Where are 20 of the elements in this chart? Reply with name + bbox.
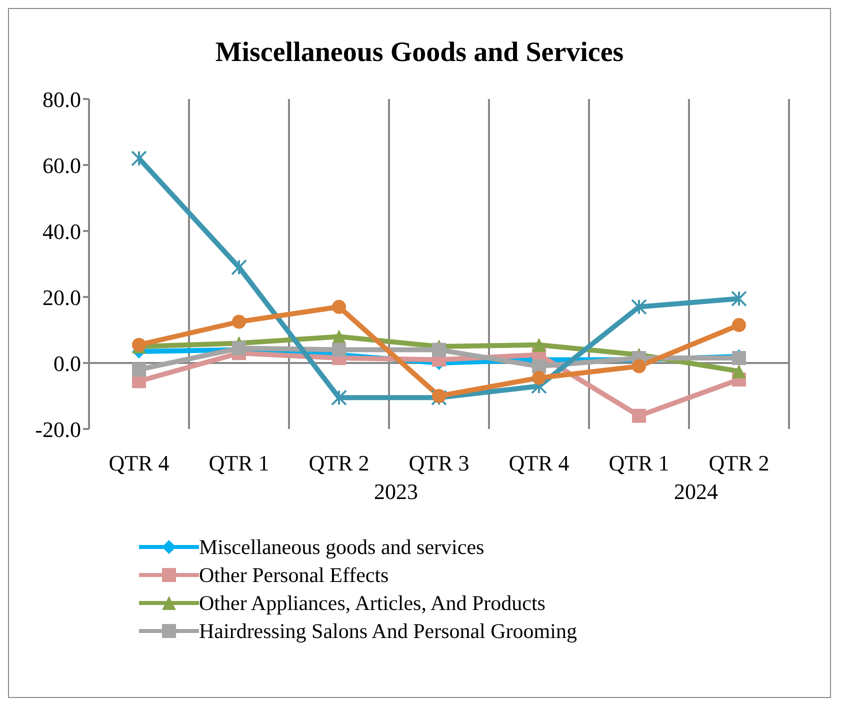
x-tick-label: QTR 2 — [708, 450, 770, 476]
chart-title: Miscellaneous Goods and Services — [214, 37, 625, 69]
y-tick-label: 0.0 — [54, 350, 81, 376]
legend-label: Miscellaneous goods and services — [199, 534, 484, 560]
x-tick-label: QTR 3 — [408, 450, 470, 476]
text: 2024 — [673, 479, 719, 505]
x-tick-label: QTR 1 — [608, 450, 670, 476]
y-tick-label: 60.0 — [42, 152, 81, 178]
x-tick-label: QTR 1 — [208, 450, 270, 476]
x-tick-label: QTR 4 — [108, 450, 170, 476]
y-tick-label: 40.0 — [42, 218, 81, 244]
legend-label: Other Appliances, Articles, And Products — [199, 590, 546, 616]
y-tick-label: 20.0 — [42, 284, 81, 310]
y-tick-label: 80.0 — [42, 86, 81, 112]
legend-label: Hairdressing Salons And Personal Grooming — [199, 618, 577, 644]
text: 2023 — [373, 479, 419, 505]
y-tick-label: -20.0 — [35, 416, 81, 442]
legend-label: Other Personal Effects — [199, 562, 389, 588]
x-tick-label: QTR 4 — [508, 450, 570, 476]
x-tick-label: QTR 2 — [308, 450, 370, 476]
